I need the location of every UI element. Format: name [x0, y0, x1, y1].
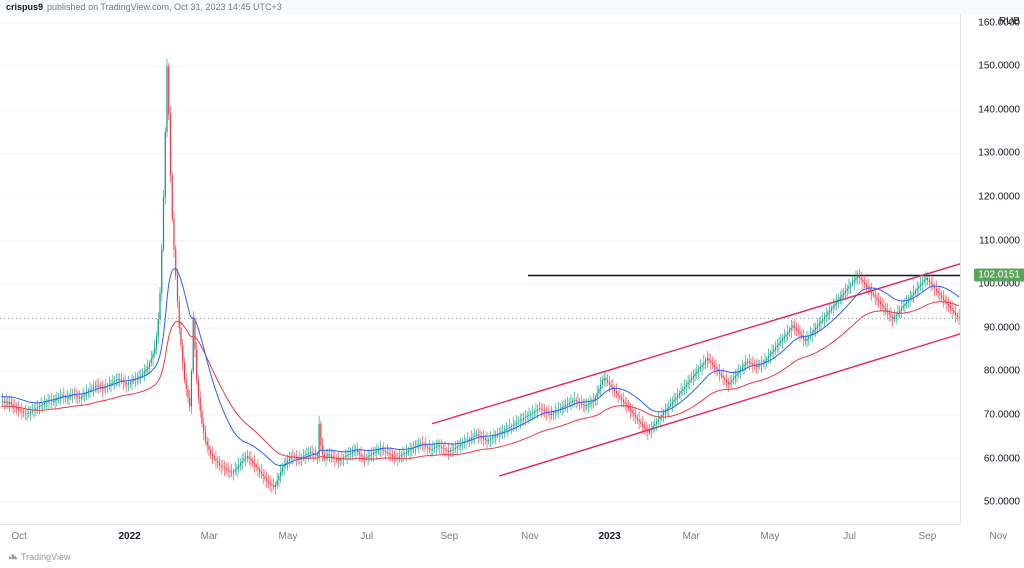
x-tick: Nov — [989, 531, 1007, 542]
x-tick: 2023 — [598, 531, 620, 542]
x-tick: Jul — [360, 531, 373, 542]
publish-user: crispus9 — [6, 2, 43, 12]
y-tick: 50.0000 — [984, 497, 1020, 508]
tradingview-watermark: TradingView — [8, 552, 71, 562]
x-tick: Nov — [521, 531, 539, 542]
y-tick: 110.0000 — [979, 235, 1020, 246]
x-tick: Jul — [843, 531, 856, 542]
x-tick: Sep — [918, 531, 936, 542]
x-tick: Sep — [440, 531, 458, 542]
y-tick: 140.0000 — [978, 104, 1020, 115]
publish-timestamp: Oct 31, 2023 14:45 UTC+3 — [174, 2, 282, 12]
x-tick: 2022 — [118, 531, 140, 542]
price-flag: 102.0151 — [974, 269, 1024, 282]
x-tick: Oct — [11, 531, 27, 542]
x-tick: May — [760, 531, 779, 542]
x-axis[interactable]: Oct2022MarMayJulSepNov2023MarMayJulSepNo… — [0, 524, 960, 568]
y-tick: 60.0000 — [984, 453, 1020, 464]
y-tick: 120.0000 — [978, 192, 1020, 203]
publish-site: published on TradingView.com, — [47, 2, 171, 12]
y-tick: 150.0000 — [978, 61, 1020, 72]
y-tick: 160.0000 — [978, 17, 1020, 28]
y-tick: 70.0000 — [984, 410, 1020, 421]
x-tick: May — [279, 531, 298, 542]
price-chart[interactable] — [0, 14, 960, 524]
tradingview-logo-icon — [8, 552, 18, 562]
publish-header: crispus9 published on TradingView.com, O… — [0, 0, 1024, 14]
y-tick: 80.0000 — [984, 366, 1020, 377]
y-axis[interactable]: RUB 50.000060.000070.000080.000090.00001… — [960, 14, 1024, 524]
x-tick: Mar — [201, 531, 218, 542]
y-tick: 130.0000 — [978, 148, 1020, 159]
y-tick: 90.0000 — [984, 322, 1020, 333]
x-tick: Mar — [683, 531, 700, 542]
